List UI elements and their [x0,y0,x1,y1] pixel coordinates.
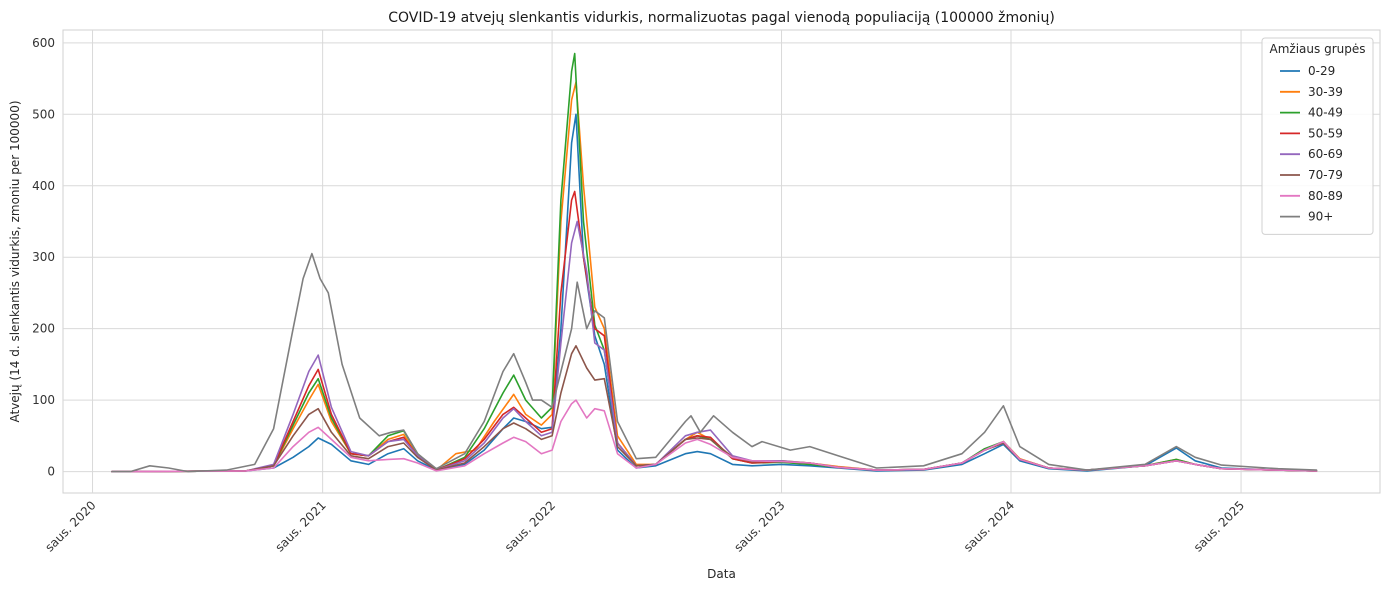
legend-label: 50-59 [1308,126,1343,140]
legend-label: 60-69 [1308,147,1343,161]
y-axis-title: Atvejų (14 d. slenkantis vidurkis, zmoni… [8,100,22,422]
series-line-30-39 [111,81,1318,473]
y-tick-label: 400 [32,179,55,193]
chart-title: COVID-19 atvejų slenkantis vidurkis, nor… [388,10,1055,26]
x-tick-label: saus. 2024 [961,498,1017,554]
x-tick-label: saus. 2022 [502,498,558,554]
x-tick-label: saus. 2021 [272,498,328,554]
y-tick-label: 300 [32,250,55,264]
legend-label: 70-79 [1308,168,1343,182]
legend-label: 0-29 [1308,64,1335,78]
legend-items: 0-29 30-39 40-49 50-59 60-69 70-79 80-89 90+ [1280,64,1343,224]
legend-label: 90+ [1308,210,1333,224]
x-gridlines [92,30,1242,493]
x-axis-title: Data [707,567,736,581]
y-tick-label: 100 [32,393,55,407]
series-line-70-79 [111,344,1318,473]
y-axis-ticks: 0 100 200 300 400 500 600 [32,36,55,479]
series-line-0-29 [111,113,1318,473]
x-tick-label: saus. 2023 [731,498,787,554]
y-gridlines [63,42,1380,473]
legend-label: 80-89 [1308,189,1343,203]
y-tick-label: 500 [32,107,55,121]
legend-label: 40-49 [1308,106,1343,120]
series-line-60-69 [111,220,1318,473]
series-lines [111,52,1318,473]
y-tick-label: 0 [47,465,55,479]
series-line-90+ [111,252,1318,473]
y-tick-label: 600 [32,36,55,50]
plot-area [62,29,1381,494]
x-axis-ticks: saus. 2020 saus. 2021 saus. 2022 saus. 2023… [42,498,1247,554]
legend: Amžiaus grupės 0-29 30-39 40-49 50-59 60-69 7… [1261,37,1374,235]
legend-title: Amžiaus grupės [1270,42,1366,56]
legend-label: 30-39 [1308,85,1343,99]
x-tick-label: saus. 2025 [1191,498,1247,554]
y-tick-label: 200 [32,322,55,336]
series-line-80-89 [111,399,1318,473]
legend-box [1261,37,1374,235]
series-line-40-49 [111,52,1318,473]
x-tick-label: saus. 2020 [42,498,98,554]
